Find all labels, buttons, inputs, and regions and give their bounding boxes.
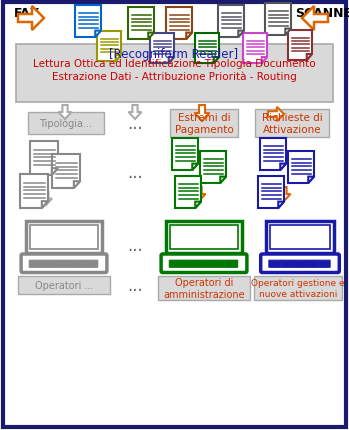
Polygon shape [238,31,244,38]
FancyBboxPatch shape [269,261,281,268]
FancyBboxPatch shape [28,113,104,135]
Polygon shape [97,32,121,62]
Text: FAX: FAX [14,7,40,20]
FancyBboxPatch shape [255,110,329,138]
FancyBboxPatch shape [210,261,224,268]
Polygon shape [172,139,198,171]
FancyBboxPatch shape [183,261,196,268]
FancyBboxPatch shape [170,226,238,250]
Polygon shape [262,58,267,64]
FancyBboxPatch shape [16,45,333,103]
Text: Operatori di
amministrazione: Operatori di amministrazione [163,277,245,300]
Polygon shape [195,202,201,209]
Text: Operatori ...: Operatori ... [35,280,93,290]
Text: Tipologia...: Tipologia... [39,119,92,129]
Text: Estremi di
Pagamento: Estremi di Pagamento [174,113,233,135]
FancyBboxPatch shape [18,276,110,294]
FancyBboxPatch shape [57,261,70,268]
FancyBboxPatch shape [29,261,43,268]
Text: Richieste di
Attivazione: Richieste di Attivazione [262,113,322,135]
FancyBboxPatch shape [30,226,98,250]
Polygon shape [214,58,219,64]
Polygon shape [42,202,48,209]
Polygon shape [218,6,244,38]
Polygon shape [268,108,284,122]
Polygon shape [18,7,44,31]
Polygon shape [128,106,141,120]
FancyBboxPatch shape [3,3,346,427]
Polygon shape [52,169,58,175]
Text: Lettura Ottica ed Identificazione Tipologia Documento: Lettura Ottica ed Identificazione Tipolo… [33,59,315,69]
Text: ...: ... [127,115,143,133]
Polygon shape [192,164,198,171]
Polygon shape [243,34,267,64]
Polygon shape [280,164,286,171]
Polygon shape [194,106,209,122]
Polygon shape [258,177,284,209]
FancyBboxPatch shape [21,255,107,273]
Polygon shape [278,202,284,209]
FancyBboxPatch shape [43,261,57,268]
Polygon shape [175,177,201,209]
Polygon shape [95,31,101,38]
Text: SCANNER: SCANNER [295,7,349,20]
Polygon shape [308,177,314,184]
Polygon shape [74,182,80,189]
Text: ...: ... [127,276,143,294]
FancyBboxPatch shape [197,261,210,268]
FancyBboxPatch shape [224,261,238,268]
FancyBboxPatch shape [158,276,250,300]
FancyBboxPatch shape [161,255,247,273]
FancyBboxPatch shape [169,261,183,268]
Polygon shape [302,7,328,31]
Polygon shape [40,193,52,206]
Text: [Recogniform Reader]: [Recogniform Reader] [110,48,239,61]
Polygon shape [307,55,312,61]
Polygon shape [150,34,174,64]
FancyBboxPatch shape [166,221,242,254]
Polygon shape [288,31,312,61]
Polygon shape [169,58,174,64]
Polygon shape [128,8,154,40]
FancyBboxPatch shape [306,261,318,268]
Polygon shape [195,34,219,64]
FancyBboxPatch shape [281,261,293,268]
FancyBboxPatch shape [318,261,330,268]
Polygon shape [186,34,192,40]
FancyBboxPatch shape [170,110,238,138]
Polygon shape [116,56,121,62]
Polygon shape [148,34,154,40]
Polygon shape [20,175,48,209]
Polygon shape [59,106,72,120]
Text: Operatori gestione e
nuove attivazioni: Operatori gestione e nuove attivazioni [251,278,345,298]
FancyBboxPatch shape [26,221,102,254]
Polygon shape [277,187,290,202]
FancyBboxPatch shape [294,261,305,268]
Polygon shape [265,4,291,36]
Polygon shape [166,8,192,40]
Polygon shape [288,152,314,184]
FancyBboxPatch shape [269,226,331,250]
Polygon shape [285,30,291,36]
FancyBboxPatch shape [70,261,84,268]
Polygon shape [193,187,206,202]
Text: Estrazione Dati - Attribuzione Priorità - Routing: Estrazione Dati - Attribuzione Priorità … [52,71,296,81]
Polygon shape [30,141,58,175]
FancyBboxPatch shape [84,261,98,268]
Polygon shape [52,155,80,189]
FancyBboxPatch shape [261,255,339,273]
Polygon shape [220,177,226,184]
Polygon shape [260,139,286,171]
Polygon shape [200,152,226,184]
FancyBboxPatch shape [254,276,342,300]
Polygon shape [75,6,101,38]
FancyBboxPatch shape [266,221,334,254]
Text: ...: ... [127,164,143,181]
Text: ...: ... [127,237,143,255]
